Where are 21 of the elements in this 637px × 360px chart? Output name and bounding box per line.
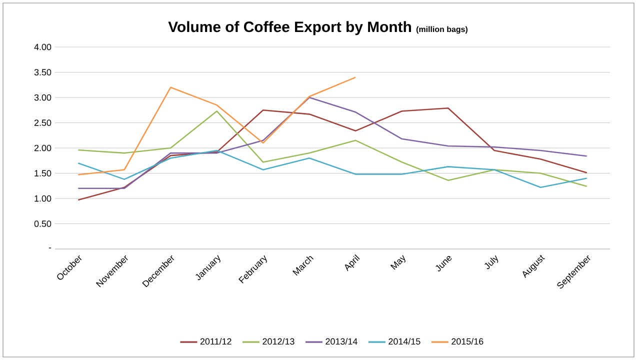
y-tick-label: 1.50 (34, 170, 52, 176)
y-tick-label: 3.00 (34, 94, 52, 101)
x-tick-label: July (484, 255, 498, 270)
legend-label: 2014/15 (388, 338, 420, 345)
legend-label: 2011/12 (200, 338, 232, 345)
y-tick-label: 2.50 (34, 120, 52, 126)
y-tick-label: 1.00 (34, 195, 52, 202)
y-tick-label: 4.00 (34, 44, 52, 50)
y-tick-label: 3.50 (34, 69, 52, 76)
y-tick-label: 2.00 (34, 144, 52, 152)
line-series (77, 150, 588, 188)
legend-label: 2015/16 (452, 338, 484, 345)
line-series (77, 76, 356, 176)
legend-label: 2013/14 (326, 338, 358, 345)
legend-label: 2012/13 (262, 338, 294, 345)
line-series (77, 107, 588, 201)
x-tick-label: May (390, 255, 406, 270)
line-series (77, 110, 588, 188)
line-series (77, 96, 588, 190)
y-tick-label: 0.50 (34, 220, 52, 227)
chart-title: Volume of Coffee Export by Month (168, 21, 411, 36)
